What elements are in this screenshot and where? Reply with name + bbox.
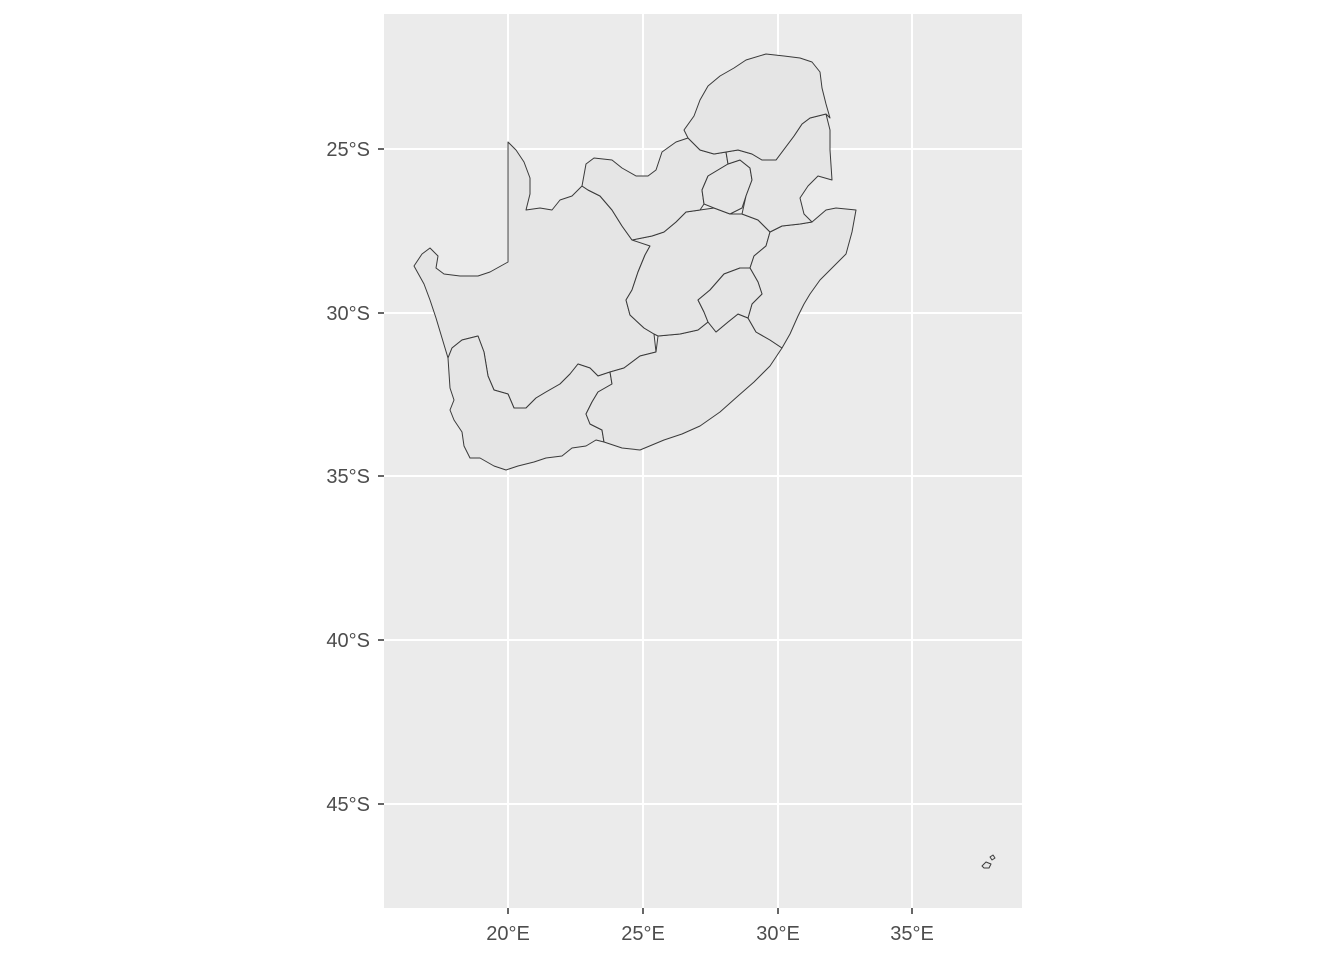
lon-tick-label: 25°E bbox=[621, 923, 665, 945]
lat-tick-label: 40°S bbox=[326, 630, 370, 652]
region-lesotho bbox=[697, 267, 763, 333]
lon-tick-label: 30°E bbox=[756, 923, 800, 945]
lon-axis: 20°E 25°E 30°E 35°E bbox=[486, 908, 934, 945]
lat-tick-label: 45°S bbox=[326, 794, 370, 816]
lat-axis: 25°S 30°S 35°S 40°S 45°S bbox=[326, 139, 384, 816]
lon-tick-label: 20°E bbox=[486, 923, 530, 945]
lat-tick-label: 35°S bbox=[326, 466, 370, 488]
provinces bbox=[413, 53, 996, 869]
region-marion-island bbox=[981, 861, 992, 869]
lon-tick-label: 35°E bbox=[890, 923, 934, 945]
region-prince-edward-island bbox=[989, 854, 996, 861]
lat-tick-label: 30°S bbox=[326, 303, 370, 325]
lat-tick-label: 25°S bbox=[326, 139, 370, 161]
region-limpopo bbox=[683, 53, 831, 161]
